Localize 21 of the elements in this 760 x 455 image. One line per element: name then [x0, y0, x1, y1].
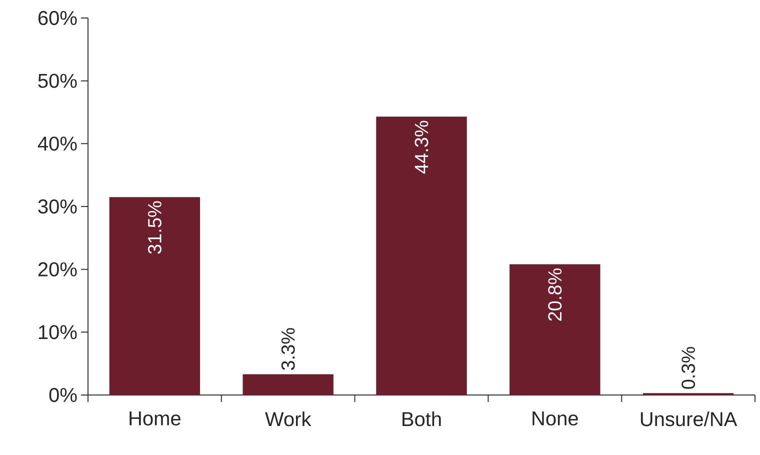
- x-tick-label: None: [532, 412, 578, 426]
- data-label: 0.3%: [682, 346, 696, 389]
- y-tick-label: 20%: [38, 262, 77, 276]
- y-tick-label: 60%: [38, 10, 77, 26]
- y-tick-label: 30%: [38, 199, 77, 214]
- bar: [109, 197, 200, 395]
- data-label: 20.8%: [548, 268, 562, 321]
- y-tick-label: 0%: [49, 388, 77, 402]
- x-tick-label: Unsure/NA: [640, 412, 738, 426]
- data-label: 44.3%: [414, 120, 428, 174]
- x-tick-label: Both: [402, 412, 441, 426]
- y-tick-label: 10%: [38, 325, 77, 340]
- y-tick-label: 40%: [38, 136, 77, 151]
- y-tick-label: 50%: [38, 74, 77, 88]
- bar: [376, 116, 467, 395]
- bar: [242, 374, 334, 395]
- x-tick-label: Home: [130, 412, 180, 426]
- bar: [510, 264, 600, 395]
- data-label: 3.3%: [281, 328, 295, 370]
- x-tick-label: Work: [265, 412, 312, 426]
- data-label: 31.5%: [148, 201, 162, 254]
